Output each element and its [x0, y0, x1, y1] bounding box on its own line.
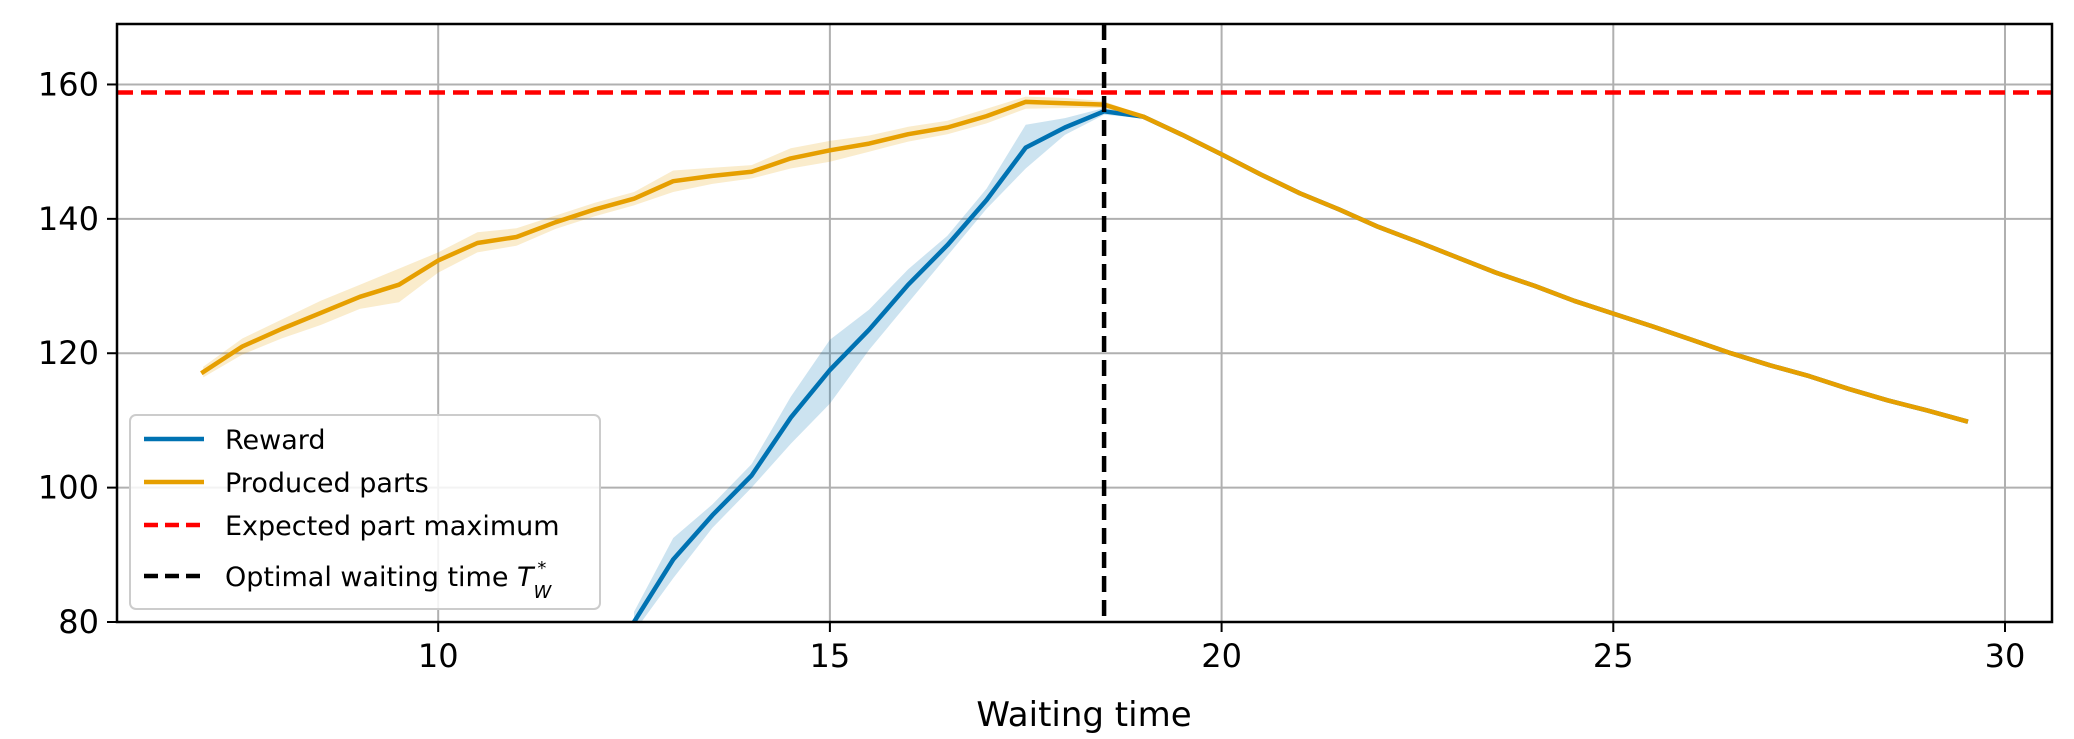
series-band-1	[203, 96, 1966, 423]
legend-box	[129, 414, 601, 610]
x-tick-label: 20	[1201, 637, 1242, 675]
x-tick-label: 15	[810, 637, 851, 675]
legend: Reward Produced parts Expected part maxi…	[129, 414, 601, 610]
y-tick-label: 80	[58, 603, 99, 641]
x-axis-label: Waiting time	[976, 695, 1191, 735]
plot-frame	[115, 22, 2054, 624]
series-line-0	[631, 109, 1969, 622]
y-tick-label: 160	[38, 65, 99, 103]
legend-label-reward: Reward	[225, 425, 326, 456]
y-tick-label: 120	[38, 334, 99, 372]
axis-ticks: 10 15 20 25 30 80 100 120 140 160	[38, 65, 2025, 675]
y-tick-label: 100	[38, 469, 99, 507]
legend-label-produced-parts: Produced parts	[225, 468, 429, 499]
x-tick-label: 10	[418, 637, 459, 675]
plot-area	[117, 24, 2052, 622]
x-tick-label: 25	[1593, 637, 1634, 675]
series-band-0	[634, 108, 1966, 622]
series-line-1	[200, 99, 1969, 424]
y-tick-label: 140	[38, 200, 99, 238]
x-tick-label: 30	[1985, 637, 2026, 675]
legend-label-expected-part-maximum: Expected part maximum	[225, 511, 560, 542]
